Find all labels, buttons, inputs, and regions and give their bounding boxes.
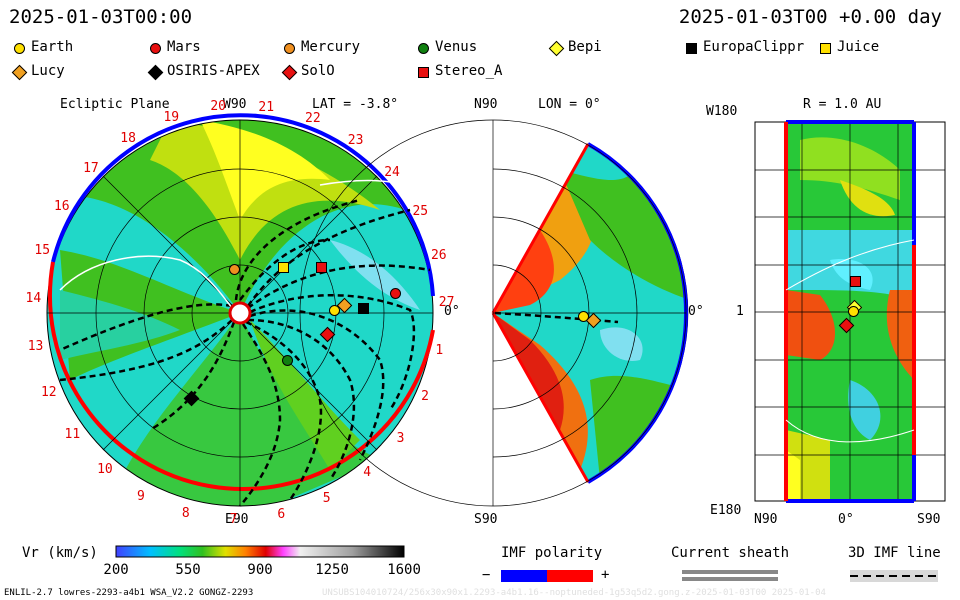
earth-marker	[329, 305, 340, 316]
legend-marker-earth	[14, 43, 25, 54]
footer-right: UNSUBS104010724/256x30x90x1.2293-a4b1.16…	[322, 588, 826, 598]
map-mid-left: 1	[736, 304, 744, 319]
ecliptic-right-label: 0°	[444, 304, 460, 319]
legend-label: EuropaClippr	[703, 39, 805, 55]
imf-polarity-title: IMF polarity	[501, 545, 603, 561]
carrington-label: 24	[384, 164, 400, 180]
imf-plus: +	[601, 567, 610, 583]
carrington-label: 11	[64, 426, 81, 442]
ecliptic-spirals	[59, 198, 431, 507]
meridional-grid	[299, 119, 687, 507]
carrington-label: 18	[120, 130, 136, 146]
venus-marker	[282, 355, 293, 366]
imf-line-title: 3D IMF line	[848, 545, 941, 561]
legend-label: Juice	[837, 39, 880, 55]
carrington-label: 3	[396, 430, 405, 446]
carrington-label: 10	[97, 462, 113, 477]
legend-label: SolO	[301, 63, 335, 79]
meridional-top-label: N90	[474, 97, 498, 112]
map-bottom-left: E180	[710, 503, 742, 518]
earth-marker-map	[848, 306, 859, 317]
legend-marker-stereo-a	[418, 67, 429, 78]
meridional-right-label: 0°	[688, 304, 704, 319]
colorbar-tick: 1600	[387, 562, 421, 578]
carrington-label: 1	[435, 343, 444, 359]
carrington-label: 23	[347, 133, 364, 149]
map-x-left: N90	[754, 512, 778, 527]
carrington-label: 14	[25, 290, 42, 306]
carrington-label: 2	[421, 389, 429, 405]
carrington-label: 25	[412, 203, 429, 219]
carrington-label: 21	[258, 99, 275, 115]
carrington-label: 8	[181, 505, 190, 521]
legend-marker-mercury	[284, 43, 295, 54]
mercury-marker	[229, 264, 240, 275]
stereo-a-marker	[316, 262, 327, 273]
ecliptic-lat-label: LAT = -3.8°	[312, 97, 399, 112]
sun-icon	[228, 301, 252, 325]
legend-marker-europaclippr	[686, 43, 697, 54]
stereo-a-marker-map	[850, 276, 861, 287]
colorbar-tick: 550	[175, 562, 201, 578]
meridional-lon-label: LON = 0°	[538, 97, 601, 112]
carrington-label: 27	[438, 295, 455, 311]
colorbar-tick: 200	[103, 562, 129, 578]
ecliptic-bottom-label: E90	[225, 512, 249, 527]
map-x-mid: 0°	[838, 512, 854, 527]
ecliptic-title: Ecliptic Plane	[60, 97, 170, 112]
imf-positive	[547, 570, 593, 582]
carrington-label: 17	[83, 161, 99, 177]
carrington-label: 22	[305, 111, 321, 127]
carrington-label: 4	[363, 465, 372, 481]
ecliptic-top-label: W90	[223, 97, 247, 112]
carrington-label: 20	[210, 99, 227, 115]
juice-marker	[278, 262, 289, 273]
date-left: 2025-01-03T00:00	[9, 6, 193, 28]
colorbar-tick: 1250	[315, 562, 349, 578]
legend-marker-mars	[150, 43, 161, 54]
carrington-label: 16	[53, 199, 70, 215]
legend-label: Earth	[31, 39, 74, 55]
carrington-label: 6	[277, 506, 286, 522]
legend-label: Mars	[167, 39, 201, 55]
legend-label: Stereo_A	[435, 63, 503, 79]
vr-colorbar	[115, 545, 405, 558]
map-r-label: R = 1.0 AU	[803, 97, 882, 112]
footer-left: ENLIL-2.7 lowres-2293-a4b1 WSA_V2.2 GONG…	[4, 588, 254, 598]
legend-marker-venus	[418, 43, 429, 54]
carrington-label: 19	[163, 109, 180, 125]
legend-label: Mercury	[301, 39, 361, 55]
carrington-label: 7	[229, 511, 238, 527]
legend-label: Venus	[435, 39, 478, 55]
map-x-right: S90	[917, 512, 941, 527]
carrington-label: 5	[322, 491, 331, 507]
map-top-left: W180	[706, 104, 738, 119]
carrington-label: 12	[40, 384, 57, 400]
carrington-label: 26	[430, 247, 447, 263]
imf-minus: −	[482, 567, 491, 583]
current-sheath-title: Current sheath	[671, 545, 790, 561]
legend-label: Lucy	[31, 63, 65, 79]
meridional-bottom-label: S90	[474, 512, 498, 527]
carrington-label: 9	[136, 488, 145, 504]
meridional-field	[493, 144, 688, 482]
carrington-label: 13	[27, 338, 44, 354]
mars-marker	[390, 288, 401, 299]
date-right: 2025-01-03T00 +0.00 day	[678, 6, 942, 28]
colorbar-label: Vr (km/s)	[22, 545, 98, 561]
imf-negative	[501, 570, 547, 582]
carrington-label: 15	[34, 243, 51, 259]
legend-marker-juice	[820, 43, 831, 54]
legend-label: OSIRIS-APEX	[167, 63, 260, 79]
europaclipper-marker	[358, 303, 369, 314]
legend-label: Bepi	[568, 39, 602, 55]
colorbar-tick: 900	[247, 562, 273, 578]
